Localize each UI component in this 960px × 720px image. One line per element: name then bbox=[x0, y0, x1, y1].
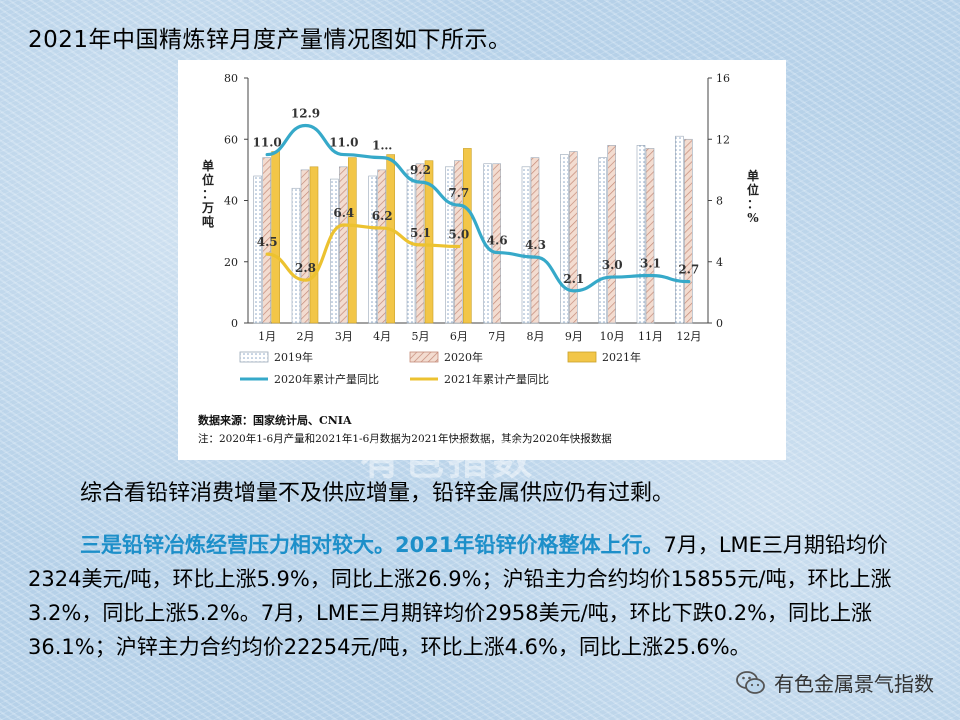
data-label: 2.7 bbox=[678, 263, 699, 277]
data-label: 2.8 bbox=[295, 261, 316, 275]
bar-2020年 bbox=[377, 169, 386, 324]
bar-2020年 bbox=[300, 169, 310, 324]
legend-label: 2021年 bbox=[602, 350, 641, 364]
data-label: 11.0 bbox=[253, 136, 282, 150]
data-label: 6.4 bbox=[333, 206, 354, 220]
x-tick-label: 5月 bbox=[412, 330, 430, 343]
data-label: 4.3 bbox=[525, 238, 546, 252]
left-tick-label: 20 bbox=[224, 256, 238, 269]
paragraph-highlight: 三是铅锌冶炼经营压力相对较大。2021年铅锌价格整体上行。 bbox=[80, 533, 664, 557]
x-tick-label: 4月 bbox=[373, 330, 391, 343]
left-tick-label: 60 bbox=[224, 133, 238, 146]
bar-2020年 bbox=[339, 166, 348, 324]
x-tick-label: 6月 bbox=[450, 330, 468, 343]
right-tick-label: 0 bbox=[716, 317, 723, 330]
right-axis-label: 单位：% bbox=[747, 168, 759, 225]
bar-2019年 bbox=[521, 166, 531, 324]
bar-2020年 bbox=[262, 157, 271, 324]
bar-2019年 bbox=[406, 169, 416, 324]
data-label: 1… bbox=[372, 139, 392, 153]
watermark-text: 有色指数 bbox=[360, 438, 536, 484]
bar-2019年 bbox=[560, 154, 569, 324]
bar-2019年 bbox=[636, 145, 646, 324]
page-heading: 2021年中国精炼锌月度产量情况图如下所示。 bbox=[28, 27, 512, 53]
paragraph-body: 7月，LME三月期铅均价2324美元/吨，环比上涨5.9%，同比上涨26.9%；… bbox=[28, 533, 892, 659]
right-tick-label: 8 bbox=[716, 195, 723, 208]
bar-2021年 bbox=[309, 166, 319, 324]
x-tick-label: 10月 bbox=[600, 330, 625, 343]
legend-label: 2019年 bbox=[274, 350, 313, 364]
left-axis-label: 单位：万吨 bbox=[201, 158, 214, 229]
data-label: 6.2 bbox=[372, 209, 393, 223]
bar-2019年 bbox=[253, 175, 262, 324]
bar-2021年 bbox=[348, 157, 357, 324]
data-label: 9.2 bbox=[410, 163, 431, 177]
bar-2019年 bbox=[291, 187, 301, 324]
x-tick-label: 7月 bbox=[488, 330, 506, 343]
data-label: 3.1 bbox=[640, 257, 661, 271]
data-label: 2.1 bbox=[563, 272, 584, 286]
data-label: 5.1 bbox=[410, 226, 431, 240]
bar-2020年 bbox=[569, 151, 578, 324]
line-2021年累计产量同比 bbox=[265, 223, 461, 282]
bar-2020年 bbox=[454, 160, 463, 324]
bar-2020年 bbox=[607, 145, 616, 324]
footer-text: 有色金属景气指数 bbox=[774, 672, 934, 696]
left-tick-label: 0 bbox=[231, 317, 238, 330]
x-tick-label: 12月 bbox=[676, 330, 701, 343]
right-tick-label: 4 bbox=[716, 256, 723, 269]
x-tick-label: 9月 bbox=[565, 330, 583, 343]
bar-2020年 bbox=[645, 148, 655, 324]
bar-2020年 bbox=[530, 157, 540, 324]
data-label: 4.6 bbox=[487, 234, 508, 248]
paragraph-summary: 综合看铅锌消费增量不及供应增量，铅锌金属供应仍有过剩。 bbox=[80, 481, 675, 506]
legend-swatch bbox=[409, 351, 439, 363]
data-label: 5.0 bbox=[448, 227, 469, 241]
data-label: 11.0 bbox=[329, 136, 358, 150]
bar-2021年 bbox=[424, 160, 434, 324]
legend-label: 2020年 bbox=[444, 350, 483, 364]
bar-2019年 bbox=[368, 175, 377, 324]
right-tick-label: 16 bbox=[716, 72, 730, 85]
bar-2019年 bbox=[675, 135, 684, 324]
x-tick-label: 11月 bbox=[638, 330, 663, 343]
legend-swatch bbox=[239, 351, 269, 363]
legend-swatch bbox=[567, 351, 597, 363]
data-label: 7.7 bbox=[448, 186, 469, 200]
wechat-icon bbox=[736, 670, 766, 696]
x-tick-label: 1月 bbox=[258, 330, 276, 343]
data-label: 3.0 bbox=[602, 258, 623, 272]
bar-2021年 bbox=[463, 148, 472, 324]
bar-2020年 bbox=[492, 163, 501, 324]
bar-2020年 bbox=[684, 138, 693, 324]
left-tick-label: 80 bbox=[224, 72, 238, 85]
bar-2019年 bbox=[598, 157, 607, 324]
chart-source: 数据来源：国家统计局、CNIA bbox=[198, 413, 352, 427]
footer-brand[interactable]: 有色金属景气指数 bbox=[736, 668, 934, 697]
chart-panel: 0 20 40 60 80 0 4 8 12 16 单位：万吨 单位：% 1月 2月 3月 4月 5月 6月 7月 8… bbox=[178, 60, 786, 460]
left-tick-label: 40 bbox=[224, 195, 238, 208]
line-2020年累计产量同比 bbox=[265, 123, 691, 293]
x-tick-label: 8月 bbox=[527, 330, 545, 343]
zinc-output-chart: 0 20 40 60 80 0 4 8 12 16 单位：万吨 单位：% 1月 2月 3月 4月 5月 6月 7月 8… bbox=[198, 72, 759, 445]
bar-2019年 bbox=[330, 178, 339, 324]
chart-note: 注：2020年1-6月产量和2021年1-6月数据为2021年快报数据，其余为2… bbox=[198, 432, 612, 445]
paragraph-details: 三是铅锌冶炼经营压力相对较大。2021年铅锌价格整体上行。7月，LME三月期铅均… bbox=[28, 528, 928, 664]
right-tick-label: 12 bbox=[716, 133, 730, 146]
bar-2021年 bbox=[386, 154, 395, 324]
data-label: 12.9 bbox=[291, 106, 320, 120]
x-tick-label: 2月 bbox=[297, 330, 315, 343]
x-tick-label: 3月 bbox=[335, 330, 353, 343]
legend-label: 2021年累计产量同比 bbox=[444, 372, 549, 386]
data-label: 4.5 bbox=[257, 235, 278, 249]
legend-label: 2020年累计产量同比 bbox=[274, 372, 379, 386]
